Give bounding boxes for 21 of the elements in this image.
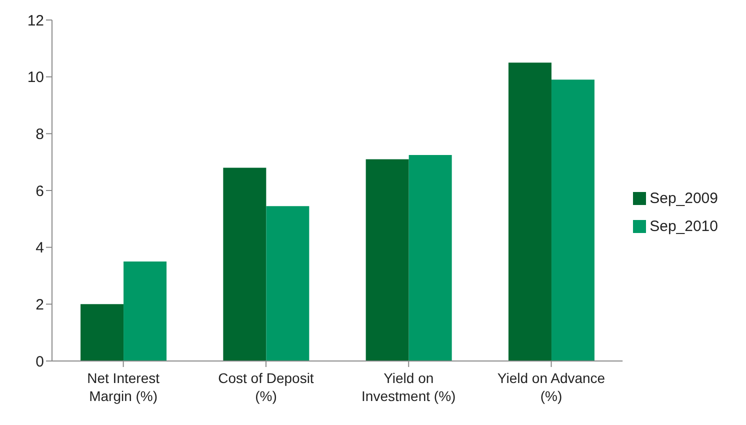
x-tick-label: Net Interest Margin (%) — [87, 370, 160, 404]
bar — [551, 80, 594, 361]
y-tick-label: 10 — [27, 69, 44, 86]
y-tick-label: 2 — [36, 296, 44, 314]
y-tick-label: 6 — [36, 182, 44, 200]
bar — [408, 154, 452, 361]
y-tick-label: 4 — [36, 240, 44, 257]
y-tick-label: 0 — [36, 353, 44, 370]
y-tick-label: 12 — [27, 12, 44, 30]
x-tick-label: Yield on Advance (%) — [497, 370, 606, 404]
bar — [508, 62, 552, 361]
x-tick-label: Cost of Deposit (%) — [218, 370, 314, 404]
bar — [80, 304, 124, 361]
bar — [366, 159, 409, 361]
y-tick-label: 8 — [36, 126, 44, 143]
bar — [124, 262, 167, 361]
bar — [223, 168, 266, 361]
bar — [266, 206, 310, 361]
x-tick-label: Yield on Investment (%) — [362, 370, 456, 404]
legend-label: Sep_2010 — [650, 218, 718, 234]
legend-label: Sep_2009 — [650, 190, 718, 206]
